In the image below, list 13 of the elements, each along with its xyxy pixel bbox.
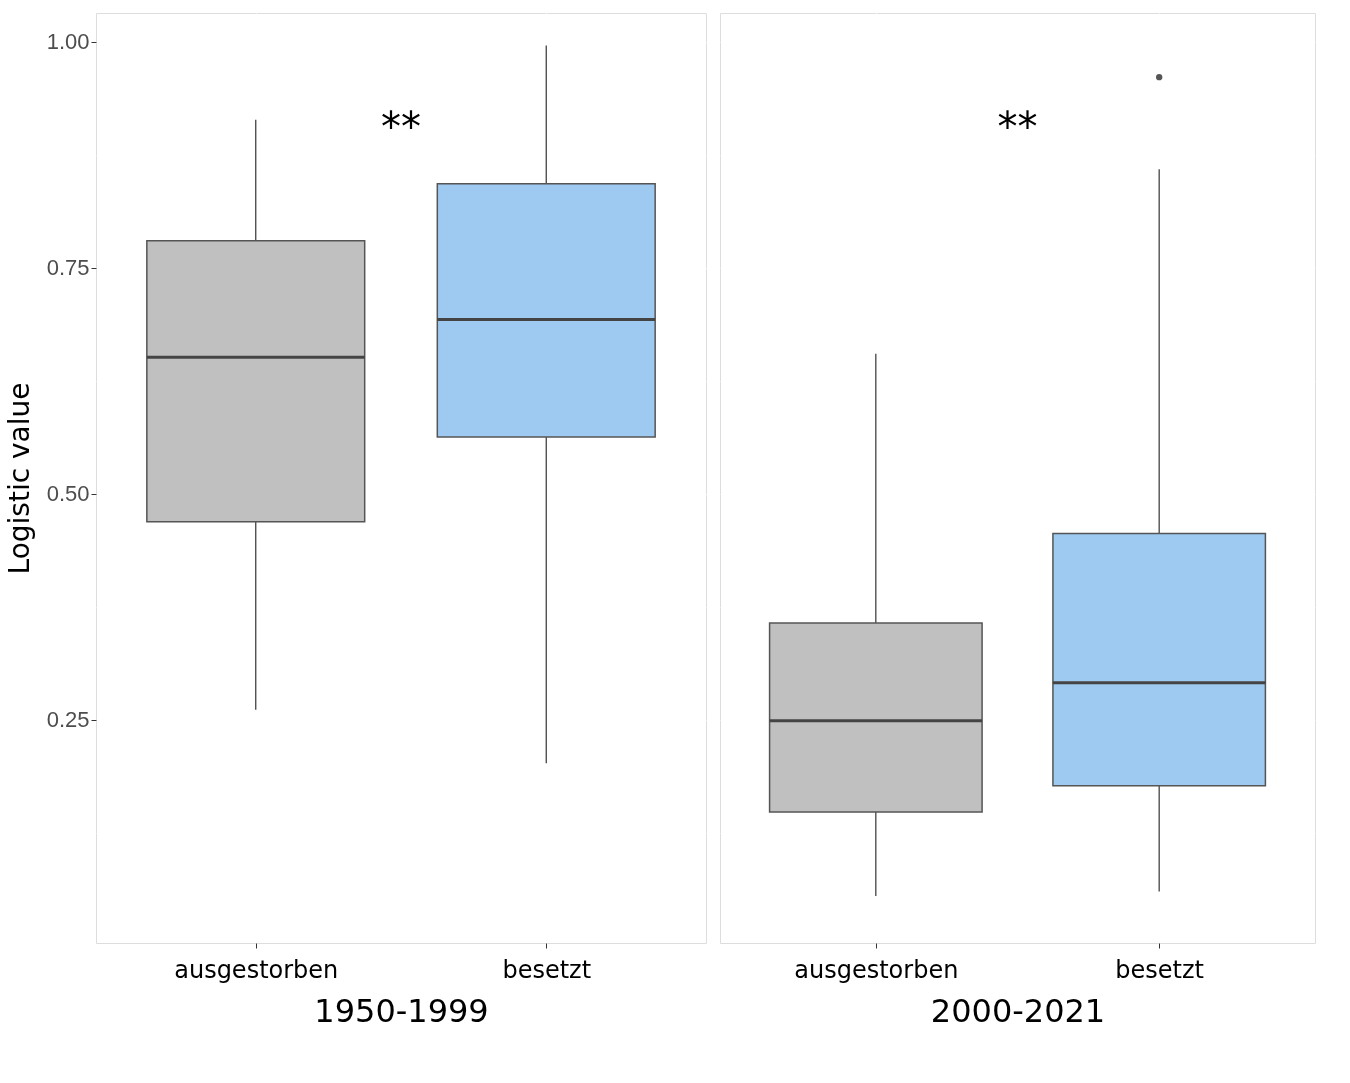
annotation: ** [381, 104, 421, 151]
x-axis-title: 1950-1999 [314, 991, 489, 1030]
x-tick-label: besetzt [502, 955, 592, 984]
x-axis-title: 2000-2021 [930, 991, 1106, 1030]
y-tick-label: 1.00 [46, 29, 90, 55]
x-tick-label: ausgestorben [794, 955, 959, 984]
x-tick-label: besetzt [1115, 955, 1205, 984]
annotation: ** [997, 104, 1038, 151]
y-tick-label: 0.25 [46, 707, 90, 733]
y-axis-title: Logistic value [2, 382, 36, 575]
y-tick-label: 0.50 [46, 481, 90, 507]
x-tick-label: ausgestorben [174, 955, 339, 984]
y-tick-label: 0.75 [46, 255, 90, 281]
